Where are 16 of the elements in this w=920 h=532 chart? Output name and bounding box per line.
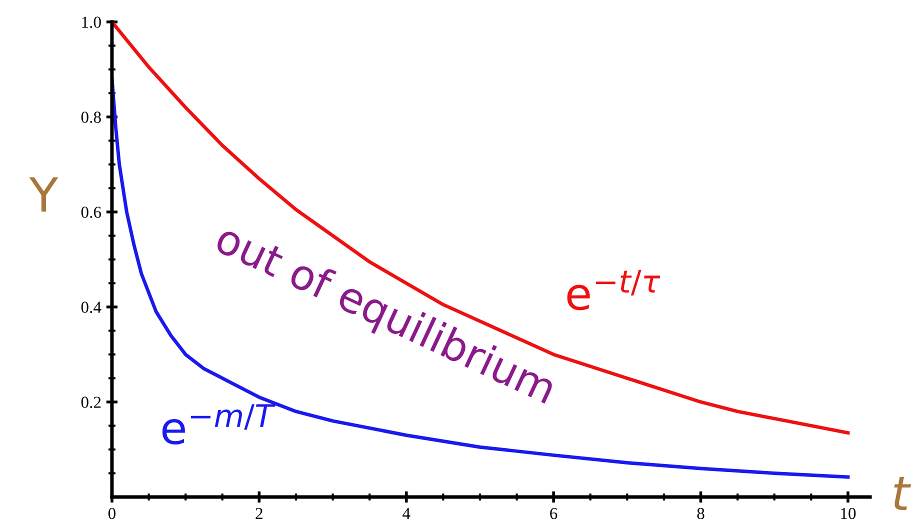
x-tick-label: 2 — [256, 508, 262, 519]
x-tick-label: 0 — [108, 508, 116, 520]
x-tick-label: 4 — [402, 508, 410, 519]
x-tick-label: 8 — [697, 508, 704, 520]
x-axis-title: t — [894, 476, 912, 510]
y-tick-label: 1.0 — [82, 16, 101, 28]
y-tick-label: 0.4 — [81, 302, 102, 313]
y-tick-label: 0.8 — [81, 112, 101, 123]
annotation: e$^{−m/T}$ — [162, 404, 276, 445]
y-tick-label: 0.2 — [81, 396, 101, 408]
line-series — [112, 77, 850, 479]
y-axis-title: Y — [29, 177, 58, 212]
x-tick-label: 6 — [550, 508, 558, 520]
y-tick-label: 0.6 — [81, 206, 102, 218]
x-tick-label: 10 — [841, 508, 856, 520]
annotation: e$^{−t/τ}$ — [567, 270, 660, 310]
